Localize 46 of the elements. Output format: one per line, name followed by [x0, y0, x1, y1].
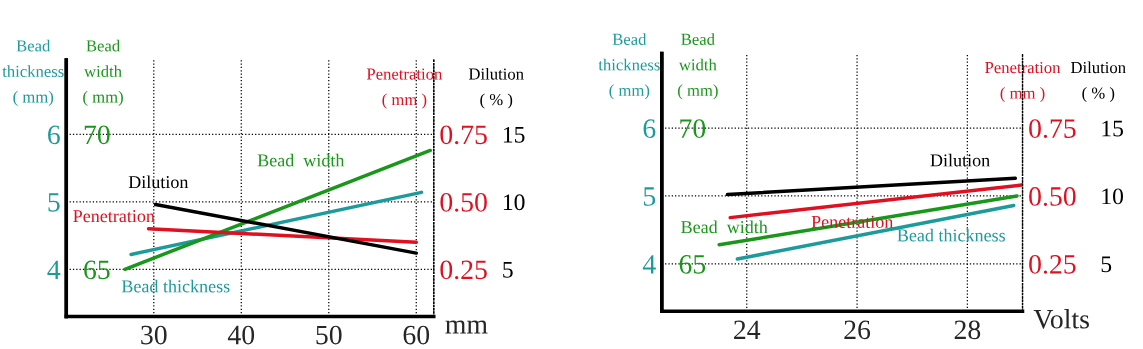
x-axis-title: Volts: [1033, 309, 1089, 329]
series-label: Dilution: [930, 153, 990, 167]
series-label: Bead thickness: [121, 279, 230, 293]
y-tick-label: 6: [48, 125, 60, 145]
series-label: Penetration: [73, 210, 155, 223]
x-tick-label: 24: [734, 320, 761, 339]
y2-tick-label: 5: [1101, 256, 1112, 273]
series-label: Bead thickness: [897, 228, 1005, 242]
y-tick-label: 0.75: [440, 125, 487, 145]
y-axis-title: Penetration ( mm ): [985, 61, 1061, 103]
y2-axis-title: Dilution ( % ): [468, 67, 524, 109]
x-tick-label: 50: [316, 325, 342, 345]
y2-tick-label: 70: [680, 119, 706, 138]
y-tick-label: 0.25: [440, 260, 487, 280]
y2-tick-label: 65: [679, 255, 706, 274]
x-tick-label: 30: [141, 325, 167, 345]
y-tick-label: 0.25: [1029, 254, 1076, 274]
y2-axis-title: Bead width ( mm): [678, 33, 718, 100]
y-tick-label: 5: [643, 187, 656, 206]
y2-axis-title: Bead width ( mm): [83, 39, 123, 106]
x-tick-label: 40: [227, 325, 255, 345]
y2-tick-label: 15: [1102, 120, 1123, 137]
y-tick-label: 4: [642, 255, 656, 274]
y2-tick-label: 65: [84, 260, 110, 280]
y-tick-label: 5: [48, 193, 60, 212]
y-axis-title: Bead thickness ( mm): [598, 33, 660, 100]
y-tick-label: 4: [47, 260, 61, 279]
y2-tick-label: 70: [84, 125, 110, 145]
series-label: Bead width: [681, 220, 768, 234]
x-axis-title: mm: [445, 320, 488, 334]
x-tick-label: 60: [403, 325, 430, 345]
y2-axis-title: Dilution ( % ): [1070, 61, 1126, 103]
x-tick-label: 28: [954, 320, 981, 340]
y-tick-label: 0.50: [440, 192, 487, 212]
y2-tick-label: 10: [503, 194, 525, 211]
x-tick-label: 26: [844, 320, 871, 340]
series-label: Bead width: [257, 153, 345, 167]
y2-tick-label: 5: [503, 262, 513, 278]
y2-tick-label: 10: [1102, 188, 1124, 205]
y-tick-label: 0.75: [1029, 119, 1076, 139]
y-tick-label: 6: [643, 119, 656, 138]
y-axis-title: Penetration ( mm ): [366, 68, 443, 109]
series-label: Dilution: [128, 175, 189, 189]
y-tick-label: 0.50: [1029, 187, 1076, 206]
y2-tick-label: 15: [503, 126, 525, 143]
y-axis-title: Bead thickness ( mm): [2, 39, 64, 106]
